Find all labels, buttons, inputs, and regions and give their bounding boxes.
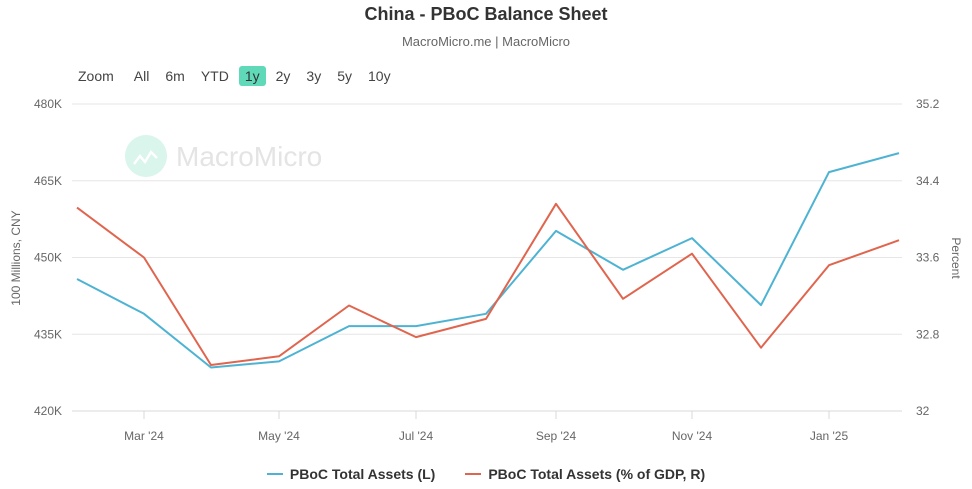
series-line-total-assets-gdp[interactable] <box>76 202 900 366</box>
watermark: MacroMicro <box>125 135 322 177</box>
series-lines <box>76 152 900 369</box>
y-axis-left-title: 100 Millions, CNY <box>9 210 23 305</box>
gridlines <box>72 103 902 412</box>
legend-label: PBoC Total Assets (% of GDP, R) <box>488 466 706 482</box>
macromicro-logo-icon <box>125 135 167 177</box>
zoom-button-1y[interactable]: 1y <box>238 66 266 86</box>
zoom-button-ytd[interactable]: YTD <box>200 68 229 84</box>
y-right-tick-label: 35.2 <box>916 97 940 111</box>
y-right-tick-label: 34.4 <box>916 174 940 188</box>
legend-line-icon <box>266 473 283 475</box>
zoom-label: Zoom <box>78 68 114 84</box>
y-right-tick-label: 32 <box>916 404 930 418</box>
watermark-text: MacroMicro <box>176 141 322 172</box>
x-tick-label: Mar '24 <box>124 429 164 443</box>
y-axis-right: 32 32.8 33.6 34.4 35.2 <box>916 97 940 418</box>
zoom-button-all[interactable]: All <box>133 68 150 84</box>
legend: PBoC Total Assets (L) PBoC Total Assets … <box>0 466 972 482</box>
y-axis-left: 420K 435K 450K 465K 480K <box>34 97 62 418</box>
x-tick-label: Sep '24 <box>536 429 577 443</box>
legend-item-total-assets-gdp[interactable]: PBoC Total Assets (% of GDP, R) <box>465 466 705 482</box>
x-tick-label: Jan '25 <box>810 429 849 443</box>
y-left-tick-label: 435K <box>34 327 62 341</box>
legend-line-icon <box>465 473 482 475</box>
x-axis: Mar '24 May '24 Jul '24 Sep '24 Nov '24 Jan '… <box>124 411 848 443</box>
series-line-total-assets[interactable] <box>76 152 900 369</box>
legend-item-total-assets[interactable]: PBoC Total Assets (L) <box>266 466 436 482</box>
logo-chart-glyph <box>133 149 158 165</box>
zoom-button-3y[interactable]: 3y <box>306 68 322 84</box>
y-left-tick-label: 480K <box>34 97 62 111</box>
y-left-tick-label: 420K <box>34 404 62 418</box>
x-tick-label: May '24 <box>258 429 300 443</box>
x-tick-label: Jul '24 <box>399 429 434 443</box>
zoom-button-6m[interactable]: 6m <box>165 68 185 84</box>
y-left-tick-label: 450K <box>34 251 62 265</box>
y-right-tick-label: 32.8 <box>916 327 940 341</box>
x-tick-label: Nov '24 <box>672 429 713 443</box>
y-axis-right-title: Percent <box>949 237 963 279</box>
y-right-tick-label: 33.6 <box>916 251 940 265</box>
y-left-tick-label: 465K <box>34 174 62 188</box>
zoom-button-5y[interactable]: 5y <box>337 68 352 84</box>
legend-label: PBoC Total Assets (L) <box>289 466 436 482</box>
zoom-button-2y[interactable]: 2y <box>275 68 291 84</box>
zoom-button-10y[interactable]: 10y <box>368 68 391 84</box>
line-chart: MacroMicro 420K 435K 450K 465K 480K 32 32.8 33… <box>9 97 963 443</box>
chart-subtitle: MacroMicro.me | MacroMicro <box>401 34 571 49</box>
chart-title: China - PBoC Balance Sheet <box>364 4 608 24</box>
zoom-range-selector: Zoom All 6m YTD 1y 2y 3y 5y 10y <box>78 66 401 86</box>
